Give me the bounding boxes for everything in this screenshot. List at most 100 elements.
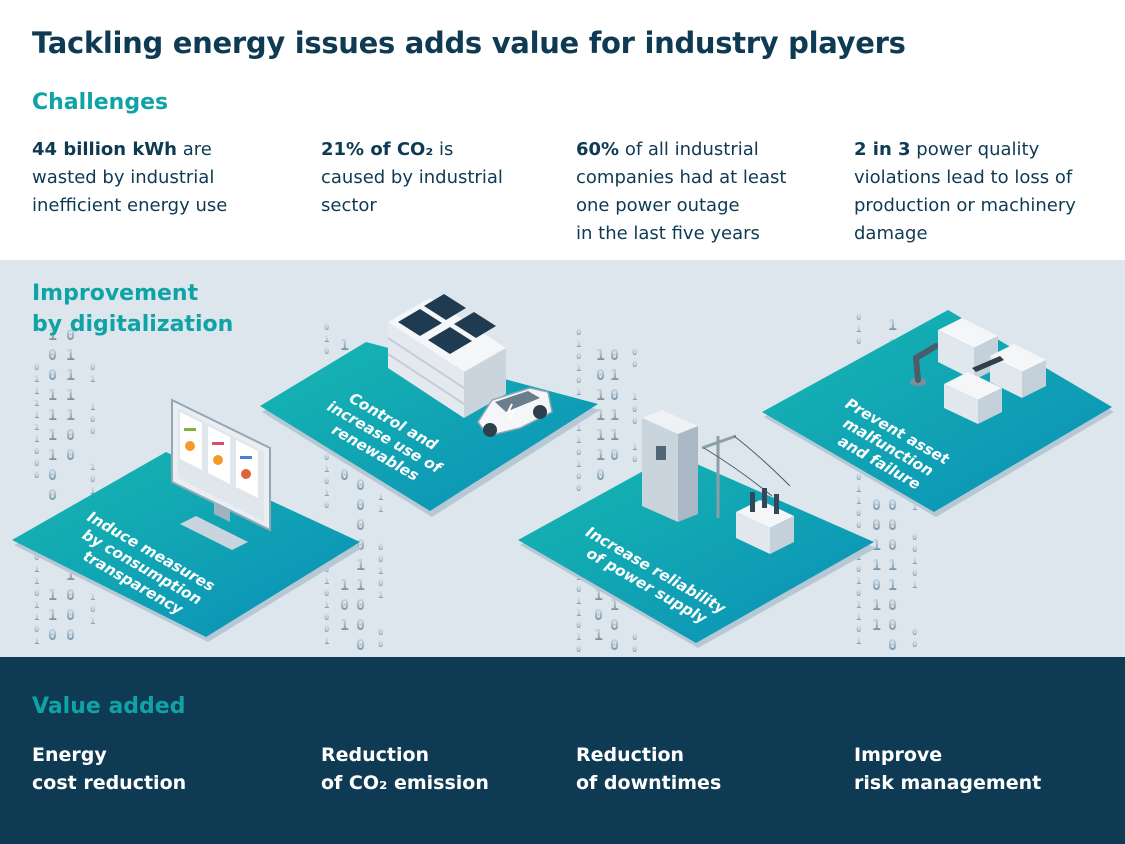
solar-building-icon — [387, 294, 506, 418]
svg-text:1: 1 — [90, 487, 95, 497]
svg-text:1: 1 — [576, 340, 581, 350]
value-added-heading: Value added — [32, 694, 186, 719]
svg-text:0: 0 — [324, 625, 329, 635]
svg-text:0: 0 — [356, 596, 365, 614]
value-item: Energy cost reduction — [32, 741, 292, 797]
svg-text:1: 1 — [324, 465, 329, 475]
svg-text:0: 0 — [356, 496, 365, 514]
svg-text:0: 0 — [34, 459, 39, 469]
svg-text:1: 1 — [34, 613, 39, 623]
svg-text:1: 1 — [340, 616, 349, 634]
svg-text:1: 1 — [378, 567, 383, 577]
monitor-icon — [171, 398, 271, 550]
svg-text:0: 0 — [888, 516, 897, 534]
svg-text:0: 0 — [48, 486, 57, 504]
svg-text:0: 0 — [596, 466, 605, 484]
svg-text:1: 1 — [594, 626, 603, 644]
svg-text:1: 1 — [610, 366, 619, 384]
svg-text:0: 0 — [324, 501, 329, 511]
svg-text:1: 1 — [34, 435, 39, 445]
svg-text:1: 1 — [34, 637, 39, 647]
svg-text:1: 1 — [576, 364, 581, 374]
svg-text:1: 1 — [34, 565, 39, 575]
improvement-heading: Improvement by digitalization — [32, 278, 233, 340]
svg-text:0: 0 — [632, 455, 637, 465]
svg-text:0: 0 — [66, 606, 75, 624]
svg-text:1: 1 — [576, 424, 581, 434]
svg-text:1: 1 — [90, 375, 95, 385]
svg-text:0: 0 — [872, 496, 881, 514]
svg-text:0: 0 — [888, 496, 897, 514]
svg-text:1: 1 — [48, 586, 57, 604]
value-line: of downtimes — [576, 772, 722, 794]
svg-text:1: 1 — [340, 576, 349, 594]
svg-text:0: 0 — [34, 625, 39, 635]
svg-text:1: 1 — [66, 386, 75, 404]
challenge-text: violations lead to loss of — [854, 167, 1073, 188]
value-line: risk management — [854, 772, 1042, 794]
svg-text:1: 1 — [856, 325, 861, 335]
svg-text:0: 0 — [356, 636, 365, 654]
svg-text:1: 1 — [576, 460, 581, 470]
svg-text:1: 1 — [912, 557, 917, 567]
challenge-item: 44 billion kWh are wasted by industrial … — [32, 136, 302, 220]
svg-text:0: 0 — [48, 346, 57, 364]
svg-text:0: 0 — [596, 366, 605, 384]
svg-text:1: 1 — [576, 633, 581, 643]
svg-text:0: 0 — [576, 328, 581, 338]
challenges-heading: Challenges — [32, 90, 169, 115]
svg-text:0: 0 — [356, 536, 365, 554]
svg-text:0: 0 — [48, 626, 57, 644]
svg-text:1: 1 — [378, 505, 383, 515]
svg-text:1: 1 — [872, 616, 881, 634]
svg-text:0: 0 — [912, 533, 917, 543]
svg-text:1: 1 — [576, 609, 581, 619]
svg-text:1: 1 — [912, 581, 917, 591]
svg-text:1: 1 — [594, 586, 603, 604]
svg-text:0: 0 — [594, 606, 603, 624]
challenge-text: in the last five years — [576, 223, 760, 244]
svg-text:1: 1 — [872, 536, 881, 554]
svg-text:0: 0 — [610, 386, 619, 404]
value-item: Reduction of CO₂ emission — [321, 741, 581, 797]
svg-text:1: 1 — [90, 403, 95, 413]
svg-text:0: 0 — [576, 585, 581, 595]
svg-text:0: 0 — [324, 453, 329, 463]
svg-text:1: 1 — [34, 411, 39, 421]
svg-text:0: 0 — [356, 476, 365, 494]
svg-text:0: 0 — [356, 516, 365, 534]
svg-text:0: 0 — [632, 348, 637, 358]
svg-text:0: 0 — [34, 447, 39, 457]
value-line: Improve — [854, 744, 943, 766]
svg-text:1: 1 — [34, 577, 39, 587]
svg-text:0: 0 — [378, 579, 383, 589]
challenge-text: companies had at least — [576, 167, 787, 188]
svg-text:1: 1 — [856, 637, 861, 647]
svg-text:0: 0 — [34, 589, 39, 599]
svg-text:1: 1 — [856, 577, 861, 587]
challenge-text: production or machinery — [854, 195, 1076, 216]
svg-text:1: 1 — [34, 375, 39, 385]
svg-text:0: 0 — [34, 553, 39, 563]
plate-asset — [762, 310, 1112, 512]
svg-text:0: 0 — [856, 521, 861, 531]
svg-text:1: 1 — [872, 556, 881, 574]
challenge-highlight: 21% of CO₂ — [321, 139, 434, 160]
svg-text:0: 0 — [912, 569, 917, 579]
svg-text:0: 0 — [66, 586, 75, 604]
svg-text:1: 1 — [90, 463, 95, 473]
svg-text:1: 1 — [90, 593, 95, 603]
challenge-item: 60% of all industrial companies had at l… — [576, 136, 846, 248]
svg-text:0: 0 — [856, 625, 861, 635]
svg-text:0: 0 — [856, 337, 861, 347]
svg-text:0: 0 — [90, 427, 95, 437]
svg-text:0: 0 — [610, 636, 619, 654]
svg-text:1: 1 — [48, 426, 57, 444]
svg-text:1: 1 — [856, 601, 861, 611]
value-line: cost reduction — [32, 772, 187, 794]
svg-text:1: 1 — [888, 556, 897, 574]
challenge-text: of all industrial — [619, 139, 759, 160]
svg-text:0: 0 — [378, 628, 383, 638]
